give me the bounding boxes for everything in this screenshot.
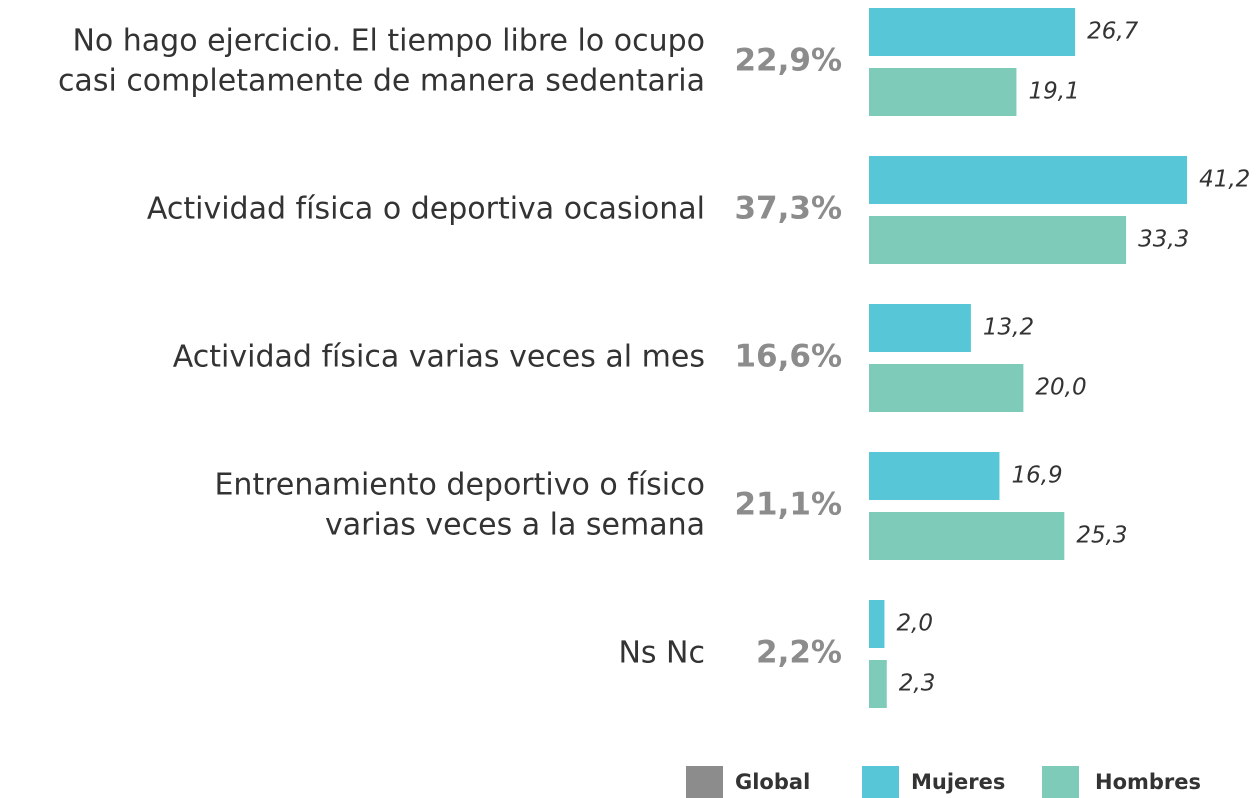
category-label: Actividad física varias veces al mes	[173, 340, 705, 375]
global-value-label: 16,6%	[734, 339, 842, 375]
global-value-label: 22,9%	[734, 43, 842, 79]
value-label: 2,3	[899, 671, 936, 697]
bar	[869, 156, 1188, 204]
global-value-label: 37,3%	[734, 191, 842, 227]
legend-label: Global	[735, 770, 810, 794]
value-label: 20,0	[1035, 375, 1086, 401]
bar	[869, 660, 887, 708]
value-label: 16,9	[1011, 463, 1062, 489]
bar	[869, 304, 971, 352]
bar	[869, 452, 1000, 500]
legend-swatch	[862, 766, 899, 798]
legend-label: Hombres	[1095, 770, 1201, 794]
category-label: varias veces a la semana	[325, 508, 705, 543]
value-label: 2,0	[896, 611, 933, 637]
legend-label: Mujeres	[911, 770, 1005, 794]
bar	[869, 216, 1127, 264]
bar	[869, 512, 1065, 560]
bar	[869, 8, 1076, 56]
legend-swatch	[686, 766, 723, 798]
category-label: No hago ejercicio. El tiempo libre lo oc…	[72, 24, 705, 59]
bar	[869, 68, 1017, 116]
category-label: casi completamente de manera sedentaria	[58, 64, 705, 99]
legend-swatch	[1042, 766, 1079, 798]
global-value-label: 2,2%	[756, 635, 842, 671]
category-label: Actividad física o deportiva ocasional	[147, 192, 705, 227]
value-label: 13,2	[983, 315, 1034, 341]
bar	[869, 600, 885, 648]
value-label: 19,1	[1028, 79, 1079, 105]
bar	[869, 364, 1024, 412]
category-label: Entrenamiento deportivo o físico	[214, 468, 705, 503]
value-label: 25,3	[1076, 523, 1127, 549]
value-label: 33,3	[1138, 227, 1189, 253]
global-value-label: 21,1%	[734, 487, 842, 523]
value-label: 26,7	[1087, 19, 1139, 45]
value-label: 41,2	[1199, 167, 1250, 193]
category-label: Ns Nc	[618, 636, 705, 671]
